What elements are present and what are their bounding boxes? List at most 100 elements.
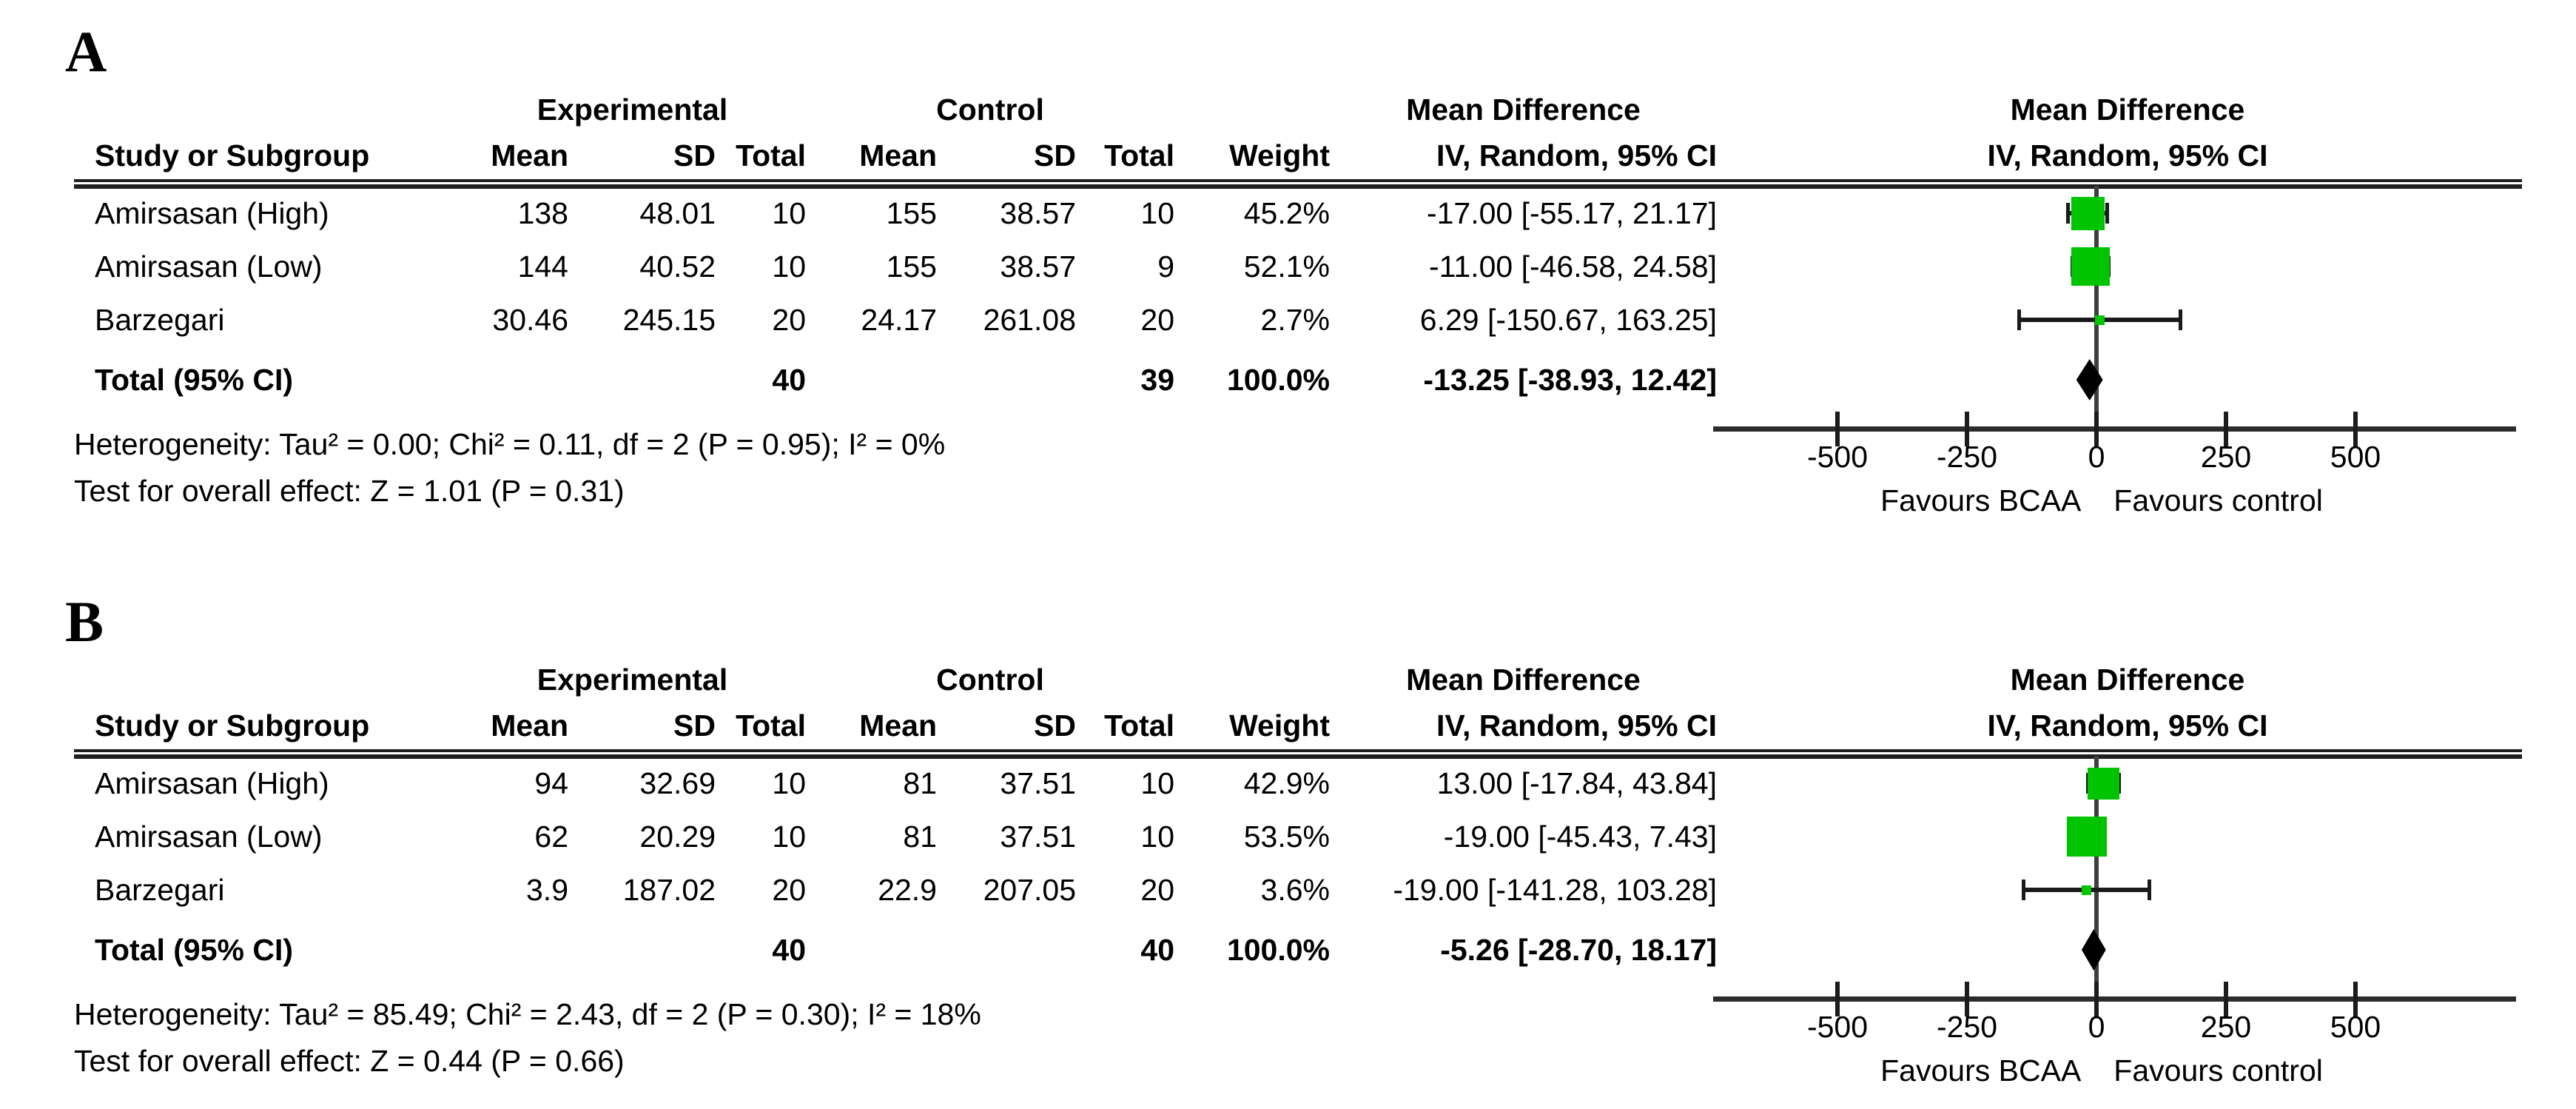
- ci-cap-left: [2022, 880, 2026, 900]
- ctrl-mean: 22.9: [878, 873, 937, 907]
- axis-tick: [2353, 412, 2358, 446]
- md-ci: -17.00 [-55.17, 21.17]: [1426, 196, 1717, 230]
- header-rule: [74, 179, 2522, 189]
- exp-mean: 30.46: [492, 303, 568, 337]
- ctrl-sd: 261.08: [983, 303, 1076, 337]
- exp-sd: 187.02: [622, 873, 716, 907]
- col-exp-mean: Mean: [491, 138, 568, 172]
- x-axis-line: [1713, 996, 2516, 1002]
- col-ci-method: IV, Random, 95% CI: [1436, 138, 1717, 172]
- ci-cap-right: [2148, 880, 2152, 900]
- control-group-header: Control: [936, 663, 1044, 697]
- ctrl-total: 9: [1157, 249, 1174, 284]
- study-point-estimate-marker: [2071, 247, 2111, 286]
- total-ctrl-total: 40: [1140, 933, 1174, 967]
- exp-mean: 144: [517, 249, 568, 284]
- axis-tick-label: -250: [1936, 440, 1998, 474]
- study-point-estimate-marker: [2066, 817, 2107, 857]
- ctrl-total: 10: [1140, 766, 1174, 800]
- plot-mean-difference-header: Mean Difference: [2010, 93, 2245, 127]
- heterogeneity-note: Heterogeneity: Tau² = 85.49; Chi² = 2.43…: [74, 997, 981, 1031]
- md-ci: 6.29 [-150.67, 163.25]: [1419, 303, 1717, 337]
- panel-a: A Experimental Control Mean Difference M…: [0, 19, 2576, 540]
- md-ci: -11.00 [-46.58, 24.58]: [1428, 249, 1717, 284]
- study-point-estimate-marker: [2082, 885, 2092, 895]
- exp-total: 10: [772, 196, 806, 230]
- exp-mean: 94: [534, 766, 568, 800]
- exp-sd: 32.69: [639, 766, 716, 800]
- total-label: Total (95% CI): [95, 363, 294, 397]
- col-study: Study or Subgroup: [95, 708, 370, 743]
- total-md-ci: -5.26 [-28.70, 18.17]: [1440, 933, 1717, 967]
- exp-sd: 48.01: [639, 196, 716, 230]
- axis-tick-label: 0: [2088, 440, 2105, 474]
- exp-total: 20: [772, 303, 806, 337]
- weight: 42.9%: [1243, 766, 1330, 800]
- ci-cap-right: [2105, 203, 2109, 224]
- weight: 45.2%: [1243, 196, 1330, 230]
- ctrl-total: 10: [1140, 820, 1174, 854]
- axis-tick-label: 0: [2088, 1010, 2105, 1044]
- heterogeneity-note: Heterogeneity: Tau² = 0.00; Chi² = 0.11,…: [74, 427, 946, 461]
- mean-difference-header: Mean Difference: [1406, 93, 1641, 127]
- axis-tick: [1835, 412, 1840, 446]
- exp-mean: 138: [517, 196, 568, 230]
- panel-b-label: B: [65, 589, 104, 654]
- axis-tick: [1965, 982, 1969, 1016]
- col-ci-method: IV, Random, 95% CI: [1436, 708, 1717, 743]
- total-exp-total: 40: [772, 933, 806, 967]
- exp-total: 20: [772, 873, 806, 907]
- ctrl-sd: 37.51: [1000, 820, 1076, 854]
- col-exp-sd: SD: [673, 708, 716, 743]
- overall-effect-note: Test for overall effect: Z = 1.01 (P = 0…: [74, 474, 625, 508]
- col-ctrl-total: Total: [1104, 708, 1174, 743]
- col-weight: Weight: [1229, 138, 1330, 172]
- axis-tick: [1835, 982, 1840, 1016]
- study-point-estimate-marker: [2094, 315, 2105, 325]
- favours-right-label: Favours control: [2113, 1053, 2323, 1088]
- axis-tick-label: 250: [2200, 440, 2252, 474]
- md-ci: -19.00 [-45.43, 7.43]: [1443, 820, 1717, 854]
- axis-tick-label: 500: [2330, 1010, 2381, 1044]
- ci-cap-left: [2066, 203, 2071, 224]
- total-ctrl-total: 39: [1140, 363, 1174, 397]
- col-study: Study or Subgroup: [95, 138, 370, 172]
- ctrl-mean: 155: [886, 196, 937, 230]
- col-ctrl-sd: SD: [1034, 138, 1076, 172]
- total-weight: 100.0%: [1226, 933, 1330, 967]
- col-exp-total: Total: [736, 708, 806, 743]
- ctrl-total: 10: [1140, 196, 1174, 230]
- col-exp-total: Total: [736, 138, 806, 172]
- exp-sd: 20.29: [639, 820, 716, 854]
- axis-tick-label: 250: [2200, 1010, 2252, 1044]
- exp-mean: 62: [534, 820, 568, 854]
- ctrl-sd: 207.05: [983, 873, 1076, 907]
- control-group-header: Control: [936, 93, 1044, 127]
- plot-ci-method-header: IV, Random, 95% CI: [1987, 138, 2268, 172]
- weight: 3.6%: [1260, 873, 1330, 907]
- ci-cap-right: [2179, 309, 2183, 330]
- overall-effect-note: Test for overall effect: Z = 0.44 (P = 0…: [74, 1044, 625, 1078]
- md-ci: -19.00 [-141.28, 103.28]: [1393, 873, 1717, 907]
- col-ctrl-mean: Mean: [859, 708, 937, 743]
- col-exp-sd: SD: [673, 138, 716, 172]
- ctrl-mean: 81: [903, 766, 937, 800]
- zero-reference-line: [2094, 756, 2099, 1002]
- axis-tick-label: -500: [1806, 440, 1869, 474]
- zero-reference-line: [2094, 186, 2099, 432]
- study-name: Amirsasan (Low): [95, 249, 323, 284]
- col-weight: Weight: [1229, 708, 1330, 743]
- favours-labels: Favours BCAA Favours control: [1754, 483, 2449, 518]
- ctrl-sd: 37.51: [1000, 766, 1076, 800]
- favours-right-label: Favours control: [2113, 483, 2323, 517]
- ctrl-sd: 38.57: [1000, 249, 1076, 284]
- experimental-group-header: Experimental: [537, 93, 728, 127]
- axis-tick: [2094, 412, 2099, 446]
- weight: 53.5%: [1243, 820, 1330, 854]
- weight: 52.1%: [1243, 249, 1330, 284]
- axis-tick-label: -500: [1806, 1010, 1869, 1044]
- axis-tick: [1965, 412, 1969, 446]
- panel-a-label: A: [65, 19, 107, 84]
- study-name: Amirsasan (Low): [95, 820, 323, 854]
- col-ctrl-sd: SD: [1034, 708, 1076, 743]
